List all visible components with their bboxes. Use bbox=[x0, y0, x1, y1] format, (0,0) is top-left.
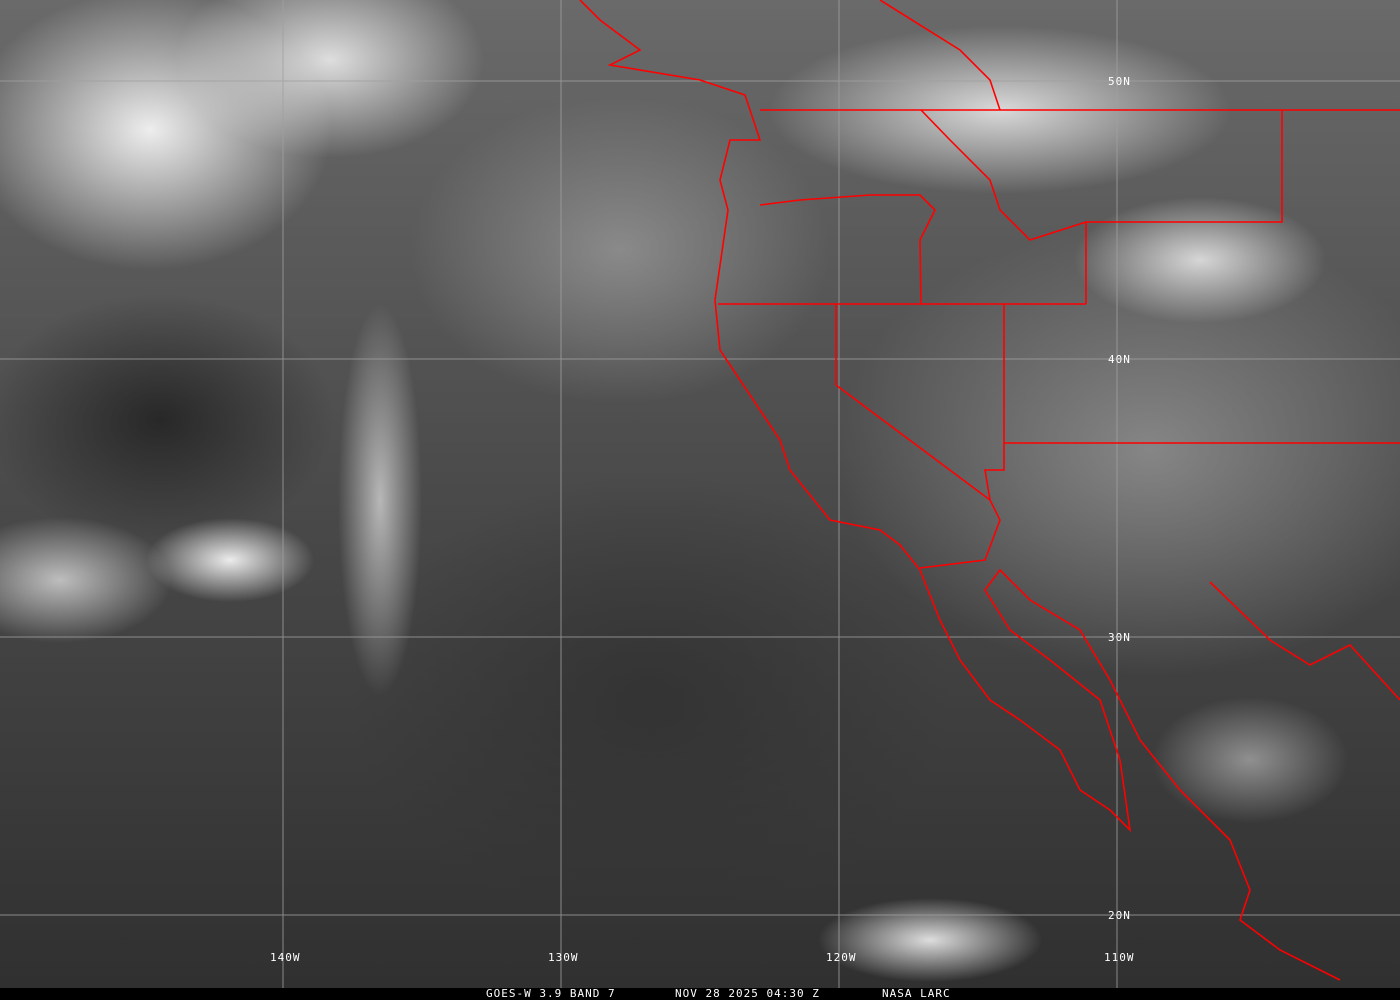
caption-product: GOES-W 3.9 BAND 7 bbox=[486, 987, 616, 1000]
mt-wy bbox=[1086, 110, 1283, 223]
political-boundaries bbox=[579, 0, 1400, 981]
lon-label-110w: 110W bbox=[1104, 951, 1135, 964]
lon-label-120w: 120W bbox=[826, 951, 857, 964]
lon-label-130w: 130W bbox=[548, 951, 579, 964]
lat-label-30n: 30N bbox=[1108, 631, 1131, 644]
caption-source: NASA LARC bbox=[882, 987, 951, 1000]
nv-ut-az bbox=[984, 304, 1005, 501]
west-coastline bbox=[579, 0, 1341, 981]
canada-provinces bbox=[879, 0, 1001, 111]
lat-label-20n: 20N bbox=[1108, 909, 1131, 922]
caption-datetime: NOV 28 2025 04:30 Z bbox=[675, 987, 820, 1000]
id-border bbox=[920, 109, 1087, 304]
ca-nv-border bbox=[835, 304, 1001, 569]
lat-label-40n: 40N bbox=[1108, 353, 1131, 366]
lon-label-140w: 140W bbox=[270, 951, 301, 964]
caption-bar: GOES-W 3.9 BAND 7 NOV 28 2025 04:30 Z NA… bbox=[0, 988, 1400, 1000]
wa-or-border bbox=[759, 194, 936, 305]
mexico-border bbox=[1209, 581, 1400, 701]
lat-label-50n: 50N bbox=[1108, 75, 1131, 88]
